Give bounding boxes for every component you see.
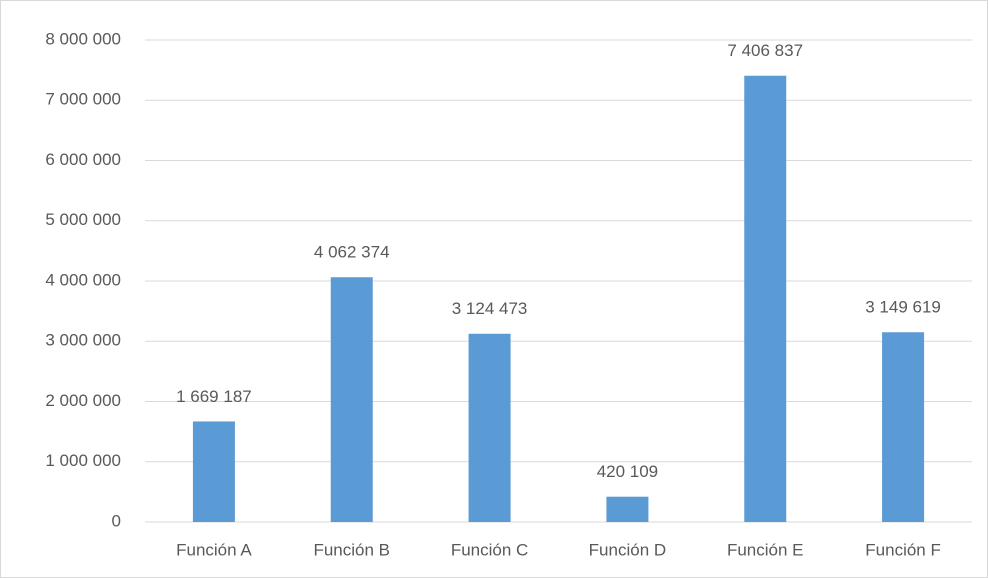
y-tick-label: 8 000 000 xyxy=(45,29,121,48)
x-tick-label: Función E xyxy=(727,540,804,559)
x-tick-label: Función D xyxy=(589,540,666,559)
x-tick-label: Función A xyxy=(176,540,252,559)
data-label: 4 062 374 xyxy=(314,243,390,262)
bar xyxy=(468,333,511,522)
data-label: 3 149 619 xyxy=(865,298,941,317)
y-tick-label: 6 000 000 xyxy=(45,150,121,169)
data-label: 7 406 837 xyxy=(727,41,803,60)
y-tick-label: 5 000 000 xyxy=(45,210,121,229)
bar xyxy=(882,332,925,522)
data-label: 3 124 473 xyxy=(452,299,528,318)
y-tick-label: 3 000 000 xyxy=(45,331,121,350)
bar xyxy=(744,75,787,522)
y-tick-label: 0 xyxy=(112,511,121,530)
y-tick-label: 7 000 000 xyxy=(45,90,121,109)
data-label: 1 669 187 xyxy=(176,387,252,406)
x-tick-label: Función B xyxy=(313,540,390,559)
bar xyxy=(330,277,373,522)
data-label: 420 109 xyxy=(597,462,658,481)
x-tick-label: Función F xyxy=(865,540,941,559)
y-tick-label: 4 000 000 xyxy=(45,270,121,289)
bar xyxy=(606,496,649,522)
y-tick-label: 1 000 000 xyxy=(45,451,121,470)
x-tick-label: Función C xyxy=(451,540,528,559)
bar xyxy=(192,421,235,522)
y-tick-label: 2 000 000 xyxy=(45,391,121,410)
